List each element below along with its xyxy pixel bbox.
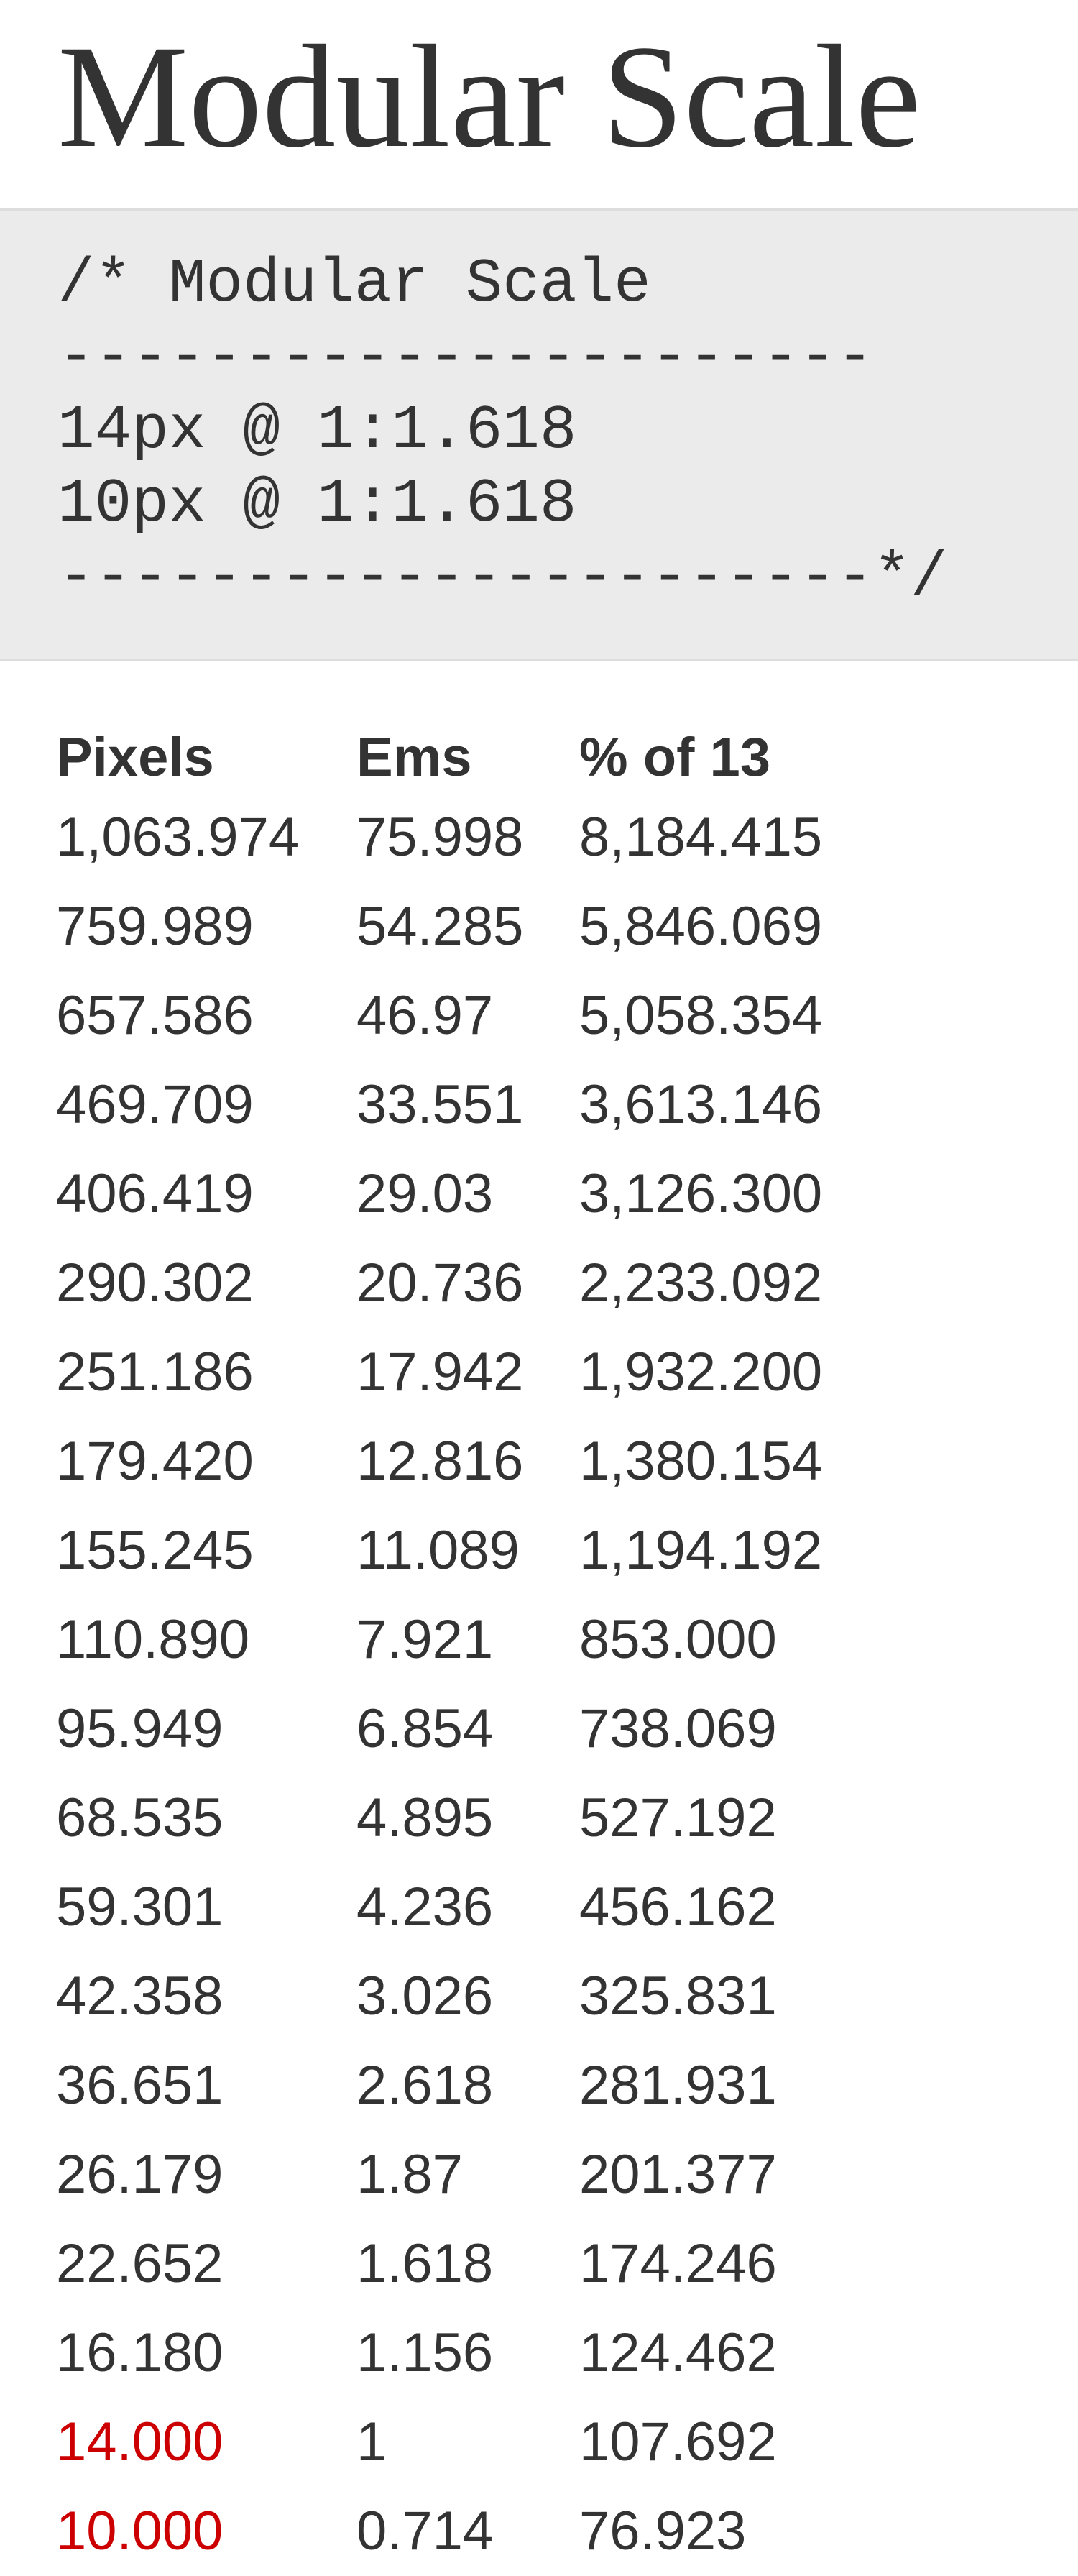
cell-ems: 17.942	[356, 1342, 524, 1403]
table-row: 59.301 4.236 456.162	[56, 1863, 867, 1952]
code-block: /* Modular Scale ---------------------- …	[0, 208, 1078, 661]
header-percent: % of 13	[579, 727, 771, 788]
cell-percent: 1,380.154	[579, 1431, 823, 1492]
cell-ems: 7.921	[356, 1609, 494, 1670]
cell-ems: 11.089	[356, 1520, 520, 1581]
cell-percent: 124.462	[579, 2322, 777, 2383]
cell-pixels: 179.420	[56, 1431, 254, 1492]
cell-percent: 76.923	[579, 2501, 747, 2562]
cell-ems: 2.618	[356, 2055, 494, 2116]
table-row: 469.709 33.551 3,613.146	[56, 1060, 867, 1150]
cell-pixels: 14.000	[56, 2411, 224, 2472]
table-row: 759.989 54.285 5,846.069	[56, 882, 867, 971]
table-row: 42.358 3.026 325.831	[56, 1952, 867, 2041]
table-row: 179.420 12.816 1,380.154	[56, 1417, 867, 1506]
cell-ems: 12.816	[356, 1431, 524, 1492]
table-row: 10.000 0.714 76.923	[56, 2487, 867, 2576]
cell-pixels: 155.245	[56, 1520, 254, 1581]
cell-percent: 3,126.300	[579, 1163, 823, 1224]
cell-pixels: 1,063.974	[56, 807, 300, 868]
cell-ems: 4.895	[356, 1787, 494, 1848]
cell-pixels: 22.652	[56, 2233, 224, 2294]
cell-ems: 20.736	[356, 1252, 524, 1314]
cell-percent: 325.831	[579, 1966, 777, 2027]
table-row: 155.245 11.089 1,194.192	[56, 1506, 867, 1595]
cell-ems: 46.97	[356, 985, 494, 1046]
cell-pixels: 36.651	[56, 2055, 224, 2116]
cell-percent: 107.692	[579, 2411, 777, 2472]
table-row: 22.652 1.618 174.246	[56, 2219, 867, 2309]
cell-ems: 1.156	[356, 2322, 494, 2383]
cell-ems: 1	[356, 2411, 387, 2472]
cell-percent: 2,233.092	[579, 1252, 823, 1314]
cell-pixels: 42.358	[56, 1966, 224, 2027]
table-row: 251.186 17.942 1,932.200	[56, 1328, 867, 1417]
scale-table: Pixels Ems % of 13 1,063.974 75.998 8,184.…	[56, 723, 867, 2576]
table-header-row: Pixels Ems % of 13	[56, 723, 867, 793]
cell-pixels: 95.949	[56, 1698, 224, 1759]
cell-ems: 4.236	[356, 1876, 494, 1938]
header-ems: Ems	[356, 727, 472, 788]
code-comment-end: ----------------------*/	[57, 542, 948, 613]
cell-percent: 853.000	[579, 1609, 777, 1670]
cell-pixels: 68.535	[56, 1787, 224, 1848]
code-scale-primary: 14px @ 1:1.618	[57, 395, 577, 466]
cell-pixels: 657.586	[56, 985, 254, 1046]
cell-pixels: 406.419	[56, 1163, 254, 1224]
cell-pixels: 10.000	[56, 2501, 224, 2562]
cell-pixels: 16.180	[56, 2322, 224, 2383]
cell-pixels: 110.890	[56, 1609, 250, 1670]
cell-percent: 527.192	[579, 1787, 777, 1848]
cell-ems: 33.551	[356, 1074, 524, 1135]
table-row: 68.535 4.895 527.192	[56, 1774, 867, 1863]
cell-ems: 0.714	[356, 2501, 494, 2562]
table-row: 26.179 1.87 201.377	[56, 2130, 867, 2219]
code-comment-divider: ----------------------	[57, 322, 874, 393]
cell-percent: 5,058.354	[579, 985, 823, 1046]
cell-percent: 201.377	[579, 2144, 777, 2205]
cell-percent: 5,846.069	[579, 896, 823, 957]
cell-pixels: 59.301	[56, 1876, 224, 1938]
cell-percent: 8,184.415	[579, 807, 823, 868]
cell-ems: 6.854	[356, 1698, 494, 1759]
cell-ems: 29.03	[356, 1163, 494, 1224]
cell-percent: 3,613.146	[579, 1074, 823, 1135]
code-scale-secondary: 10px @ 1:1.618	[57, 469, 577, 539]
cell-percent: 738.069	[579, 1698, 777, 1759]
cell-pixels: 251.186	[56, 1342, 254, 1403]
table-row: 95.949 6.854 738.069	[56, 1685, 867, 1774]
table-row: 406.419 29.03 3,126.300	[56, 1150, 867, 1239]
cell-pixels: 290.302	[56, 1252, 254, 1314]
cell-ems: 3.026	[356, 1966, 494, 2027]
cell-percent: 281.931	[579, 2055, 777, 2116]
cell-ems: 54.285	[356, 896, 524, 957]
cell-percent: 1,932.200	[579, 1342, 823, 1403]
cell-ems: 75.998	[356, 807, 524, 868]
cell-ems: 1.618	[356, 2233, 494, 2294]
cell-pixels: 469.709	[56, 1074, 254, 1135]
header-pixels: Pixels	[56, 727, 214, 788]
cell-ems: 1.87	[356, 2144, 463, 2205]
table-row: 110.890 7.921 853.000	[56, 1595, 867, 1685]
table-row: 14.000 1 107.692	[56, 2398, 867, 2487]
table-body: 1,063.974 75.998 8,184.415 759.989 54.285 5,8…	[56, 793, 867, 2576]
page-title: Modular Scale	[57, 15, 921, 178]
code-comment-title: /* Modular Scale	[57, 249, 651, 319]
table-row: 36.651 2.618 281.931	[56, 2041, 867, 2130]
cell-pixels: 26.179	[56, 2144, 224, 2205]
cell-pixels: 759.989	[56, 896, 254, 957]
cell-percent: 456.162	[579, 1876, 777, 1938]
table-row: 290.302 20.736 2,233.092	[56, 1239, 867, 1328]
table-row: 1,063.974 75.998 8,184.415	[56, 793, 867, 882]
table-row: 657.586 46.97 5,058.354	[56, 971, 867, 1060]
table-row: 16.180 1.156 124.462	[56, 2309, 867, 2398]
cell-percent: 1,194.192	[579, 1520, 823, 1581]
cell-percent: 174.246	[579, 2233, 777, 2294]
